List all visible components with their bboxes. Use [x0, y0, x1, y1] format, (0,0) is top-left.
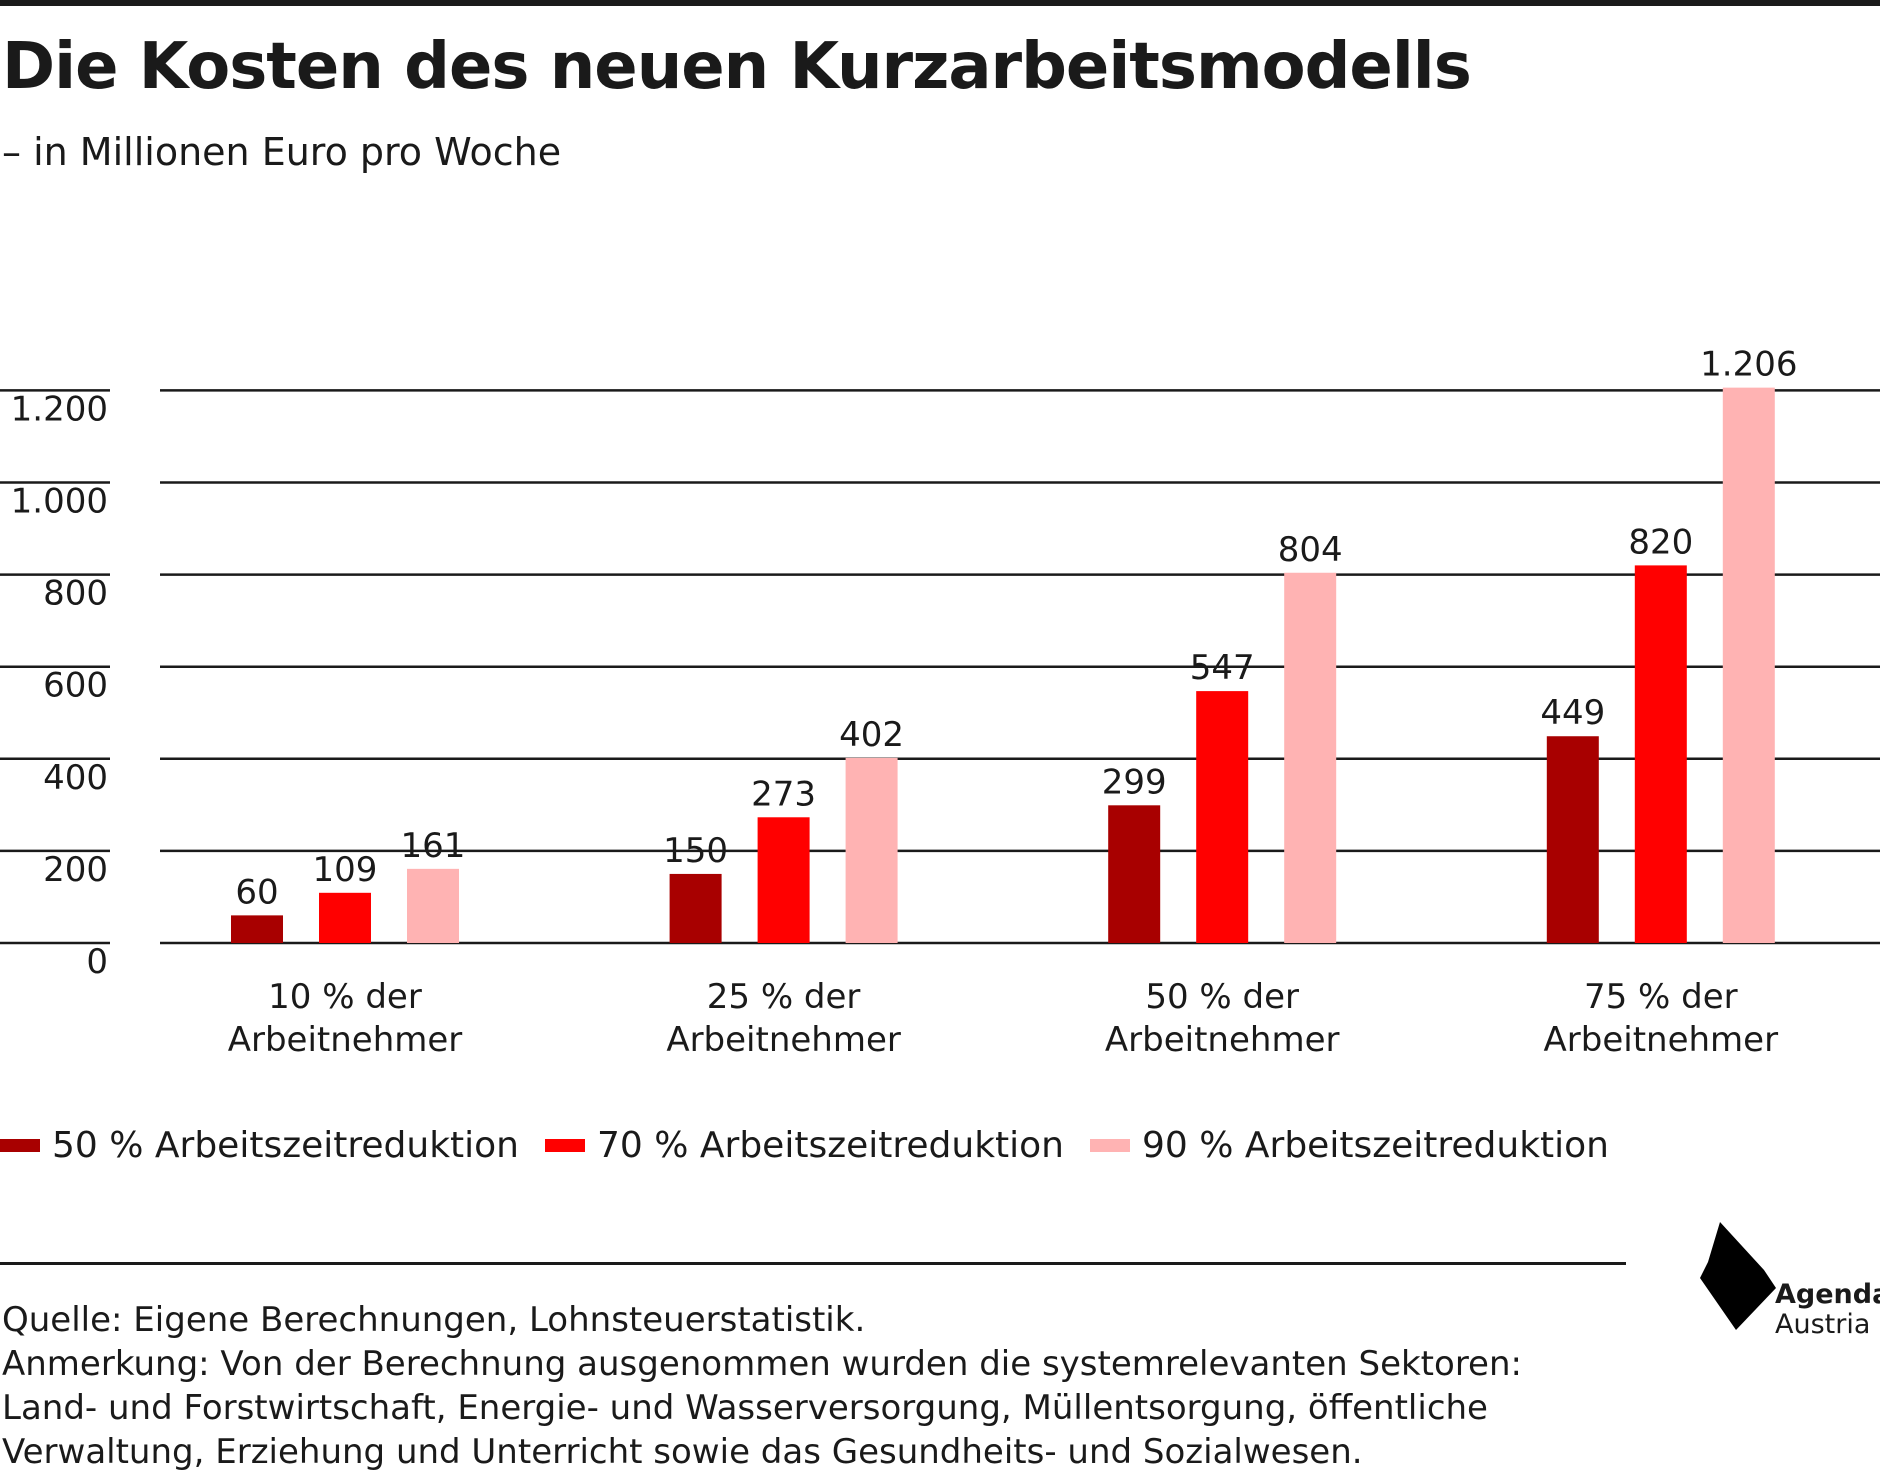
legend-swatch-series-1	[0, 1139, 40, 1152]
value-label-cat2-series3: 402	[839, 715, 904, 755]
chart-title: Die Kosten des neuen Kurzarbeitsmodells	[2, 30, 1472, 104]
bar-cat4-series2	[1634, 565, 1687, 943]
value-label-cat4-series1: 449	[1540, 693, 1605, 733]
bar-cat2-series2	[757, 817, 810, 943]
annotation-line-1: Anmerkung: Von der Berechnung ausgenomme…	[2, 1344, 1522, 1384]
legend-label-series-1: 50 % Arbeitszeitreduktion	[52, 1125, 519, 1166]
value-label-cat3-series1: 299	[1102, 762, 1167, 802]
x-category-label-1-line-1: 10 % der	[268, 977, 422, 1017]
source-note: Quelle: Eigene Berechnungen, Lohnsteuers…	[2, 1300, 866, 1340]
logo-sub: Austria	[1775, 1309, 1871, 1340]
bar-cat2-series1	[669, 873, 722, 943]
top-rule	[0, 0, 1880, 6]
y-tick-label-400: 400	[43, 758, 108, 798]
bar-cat3-series1	[1108, 805, 1161, 943]
value-label-cat4-series2: 820	[1628, 522, 1693, 562]
x-category-label-4-line-2: Arbeitnehmer	[1544, 1020, 1779, 1060]
legend-item-series-1: 50 % Arbeitszeitreduktion	[0, 1125, 519, 1166]
footer-rule	[0, 1262, 1626, 1265]
agenda-austria-logo-icon	[1700, 1222, 1776, 1330]
value-label-cat2-series1: 150	[663, 831, 728, 871]
value-label-cat2-series2: 273	[751, 774, 816, 814]
value-label-cat4-series3: 1.206	[1700, 345, 1797, 385]
value-label-cat1-series1: 60	[235, 872, 278, 912]
bar-cat4-series1	[1546, 736, 1599, 943]
value-label-cat3-series2: 547	[1190, 648, 1255, 688]
bar-cat1-series3	[407, 868, 459, 943]
bar-cat3-series3	[1284, 572, 1337, 943]
bar-cat1-series2	[319, 892, 371, 943]
logo-name: Agenda	[1775, 1279, 1880, 1310]
x-category-label-1-line-2: Arbeitnehmer	[228, 1020, 463, 1060]
y-tick-label-800: 800	[43, 574, 108, 614]
y-tick-label-200: 200	[43, 850, 108, 890]
x-category-label-4-line-1: 75 % der	[1584, 977, 1738, 1017]
x-category-label-3-line-1: 50 % der	[1145, 977, 1299, 1017]
x-category-label-3-line-2: Arbeitnehmer	[1105, 1020, 1340, 1060]
value-label-cat1-series2: 109	[313, 850, 378, 890]
bar-cat4-series3	[1722, 387, 1775, 944]
agenda-austria-logo: Agenda Austria	[1700, 1222, 1880, 1342]
y-tick-label-600: 600	[43, 666, 108, 706]
annotation-line-3: Verwaltung, Erziehung und Unterricht sow…	[2, 1432, 1363, 1472]
bar-cat2-series3	[845, 757, 898, 943]
bar-cat1-series1	[231, 915, 283, 943]
legend-label-series-3: 90 % Arbeitszeitreduktion	[1142, 1125, 1609, 1166]
legend-item-series-3: 90 % Arbeitszeitreduktion	[1090, 1125, 1609, 1166]
legend-swatch-series-2	[545, 1139, 585, 1152]
value-label-cat3-series3: 804	[1278, 530, 1343, 570]
x-category-label-2-line-2: Arbeitnehmer	[666, 1020, 901, 1060]
x-category-label-2-line-1: 25 % der	[707, 977, 861, 1017]
y-tick-label-1000: 1.000	[11, 482, 108, 522]
bar-cat3-series2	[1196, 691, 1249, 943]
y-tick-label-1200: 1.200	[11, 389, 108, 429]
legend-swatch-series-3	[1090, 1139, 1130, 1152]
value-label-cat1-series3: 161	[401, 826, 466, 866]
chart-subtitle: – in Millionen Euro pro Woche	[2, 130, 562, 174]
legend-item-series-2: 70 % Arbeitszeitreduktion	[545, 1125, 1064, 1166]
legend: 50 % Arbeitszeitreduktion 70 % Arbeitsze…	[0, 1125, 1635, 1166]
annotation-line-2: Land- und Forstwirtschaft, Energie- und …	[2, 1388, 1488, 1428]
y-tick-label-0: 0	[86, 942, 108, 982]
footer-notes: Quelle: Eigene Berechnungen, Lohnsteuers…	[2, 1298, 1622, 1474]
legend-label-series-2: 70 % Arbeitszeitreduktion	[597, 1125, 1064, 1166]
